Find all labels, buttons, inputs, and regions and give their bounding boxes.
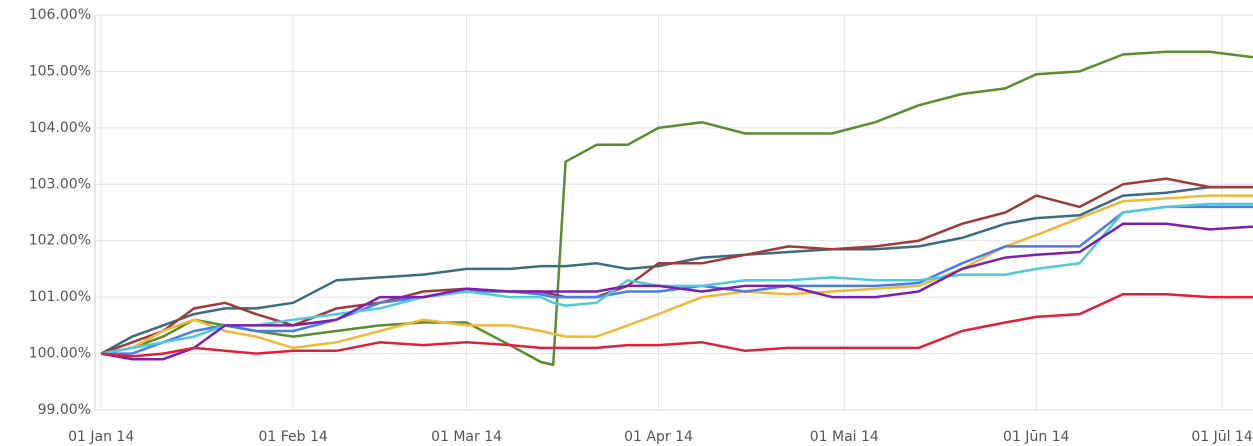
series-line <box>100 185 1253 355</box>
x-tick-label: 01 Jan 14 <box>68 429 134 445</box>
y-tick-label: 99.00% <box>38 402 91 418</box>
series-line <box>100 177 1253 355</box>
x-tick-label: 01 Apr 14 <box>624 429 693 445</box>
series-line <box>101 293 1253 358</box>
x-tick-label: 01 Jūn 14 <box>1003 429 1069 445</box>
y-tick-label: 104.00% <box>29 120 91 136</box>
y-tick-label: 105.00% <box>29 63 91 79</box>
x-tick-label: 01 Jūl 14 <box>1191 429 1253 445</box>
x-tick-label: 01 Mai 14 <box>810 429 879 445</box>
series-line <box>100 50 1253 367</box>
y-tick-label: 101.00% <box>29 289 91 305</box>
series-line <box>101 205 1253 355</box>
x-tick-label: 01 Mar 14 <box>431 429 502 445</box>
y-tick-label: 106.00% <box>29 7 91 23</box>
series-line <box>100 222 1253 361</box>
y-tick-label: 103.00% <box>29 176 91 192</box>
y-tick-label: 102.00% <box>29 233 91 249</box>
y-tick-label: 100.00% <box>29 346 91 362</box>
series-line <box>100 194 1253 355</box>
x-tick-label: 01 Feb 14 <box>258 429 327 445</box>
